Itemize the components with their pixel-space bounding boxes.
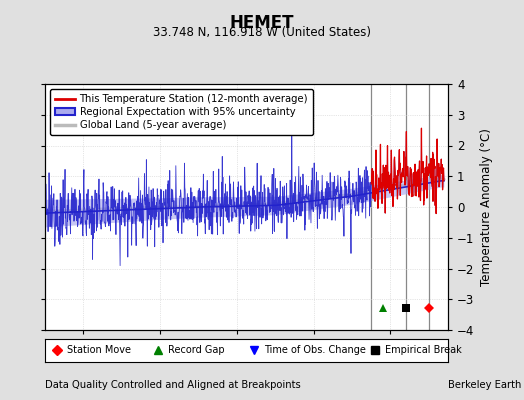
Text: HEMET: HEMET	[230, 14, 294, 32]
Text: 33.748 N, 116.918 W (United States): 33.748 N, 116.918 W (United States)	[153, 26, 371, 39]
Text: Station Move: Station Move	[67, 346, 130, 356]
Y-axis label: Temperature Anomaly (°C): Temperature Anomaly (°C)	[480, 128, 493, 286]
Text: Data Quality Controlled and Aligned at Breakpoints: Data Quality Controlled and Aligned at B…	[45, 380, 300, 390]
Text: Empirical Break: Empirical Break	[386, 346, 462, 356]
Legend: This Temperature Station (12-month average), Regional Expectation with 95% uncer: This Temperature Station (12-month avera…	[50, 89, 313, 135]
Text: Time of Obs. Change: Time of Obs. Change	[265, 346, 366, 356]
Text: Record Gap: Record Gap	[168, 346, 224, 356]
Text: Berkeley Earth: Berkeley Earth	[448, 380, 521, 390]
